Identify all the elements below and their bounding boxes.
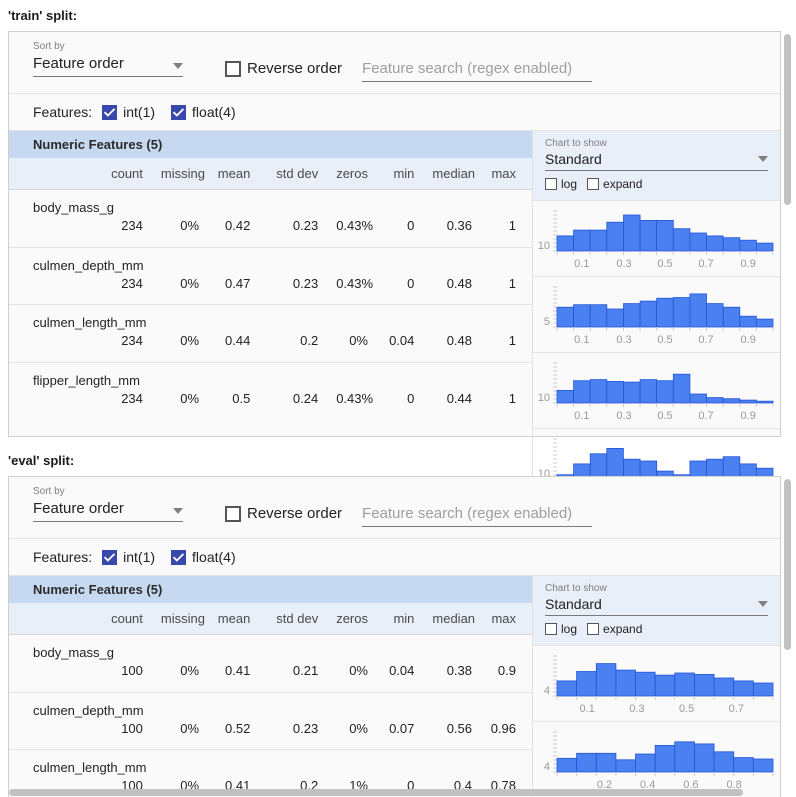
svg-text:0.3: 0.3 — [616, 334, 631, 346]
svg-text:0.1: 0.1 — [574, 410, 589, 422]
svg-text:0.5: 0.5 — [657, 410, 672, 422]
svg-text:0.5: 0.5 — [679, 703, 694, 715]
svg-text:4: 4 — [544, 761, 550, 773]
svg-text:0.9: 0.9 — [741, 334, 756, 346]
svg-text:0.7: 0.7 — [698, 258, 713, 270]
svg-text:0.3: 0.3 — [629, 703, 644, 715]
svg-text:0.9: 0.9 — [741, 258, 756, 270]
svg-text:0.3: 0.3 — [616, 410, 631, 422]
svg-text:0.5: 0.5 — [657, 334, 672, 346]
svg-text:0.9: 0.9 — [741, 410, 756, 422]
svg-text:0.3: 0.3 — [616, 258, 631, 270]
svg-text:0.7: 0.7 — [729, 703, 744, 715]
svg-text:0.5: 0.5 — [657, 258, 672, 270]
svg-text:10: 10 — [538, 240, 550, 252]
svg-text:0.7: 0.7 — [698, 334, 713, 346]
svg-text:0.7: 0.7 — [698, 410, 713, 422]
svg-text:0.1: 0.1 — [580, 703, 595, 715]
svg-text:5: 5 — [544, 316, 550, 328]
svg-text:4: 4 — [544, 685, 550, 697]
svg-text:10: 10 — [538, 392, 550, 404]
svg-text:0.1: 0.1 — [574, 258, 589, 270]
svg-text:0.1: 0.1 — [574, 334, 589, 346]
